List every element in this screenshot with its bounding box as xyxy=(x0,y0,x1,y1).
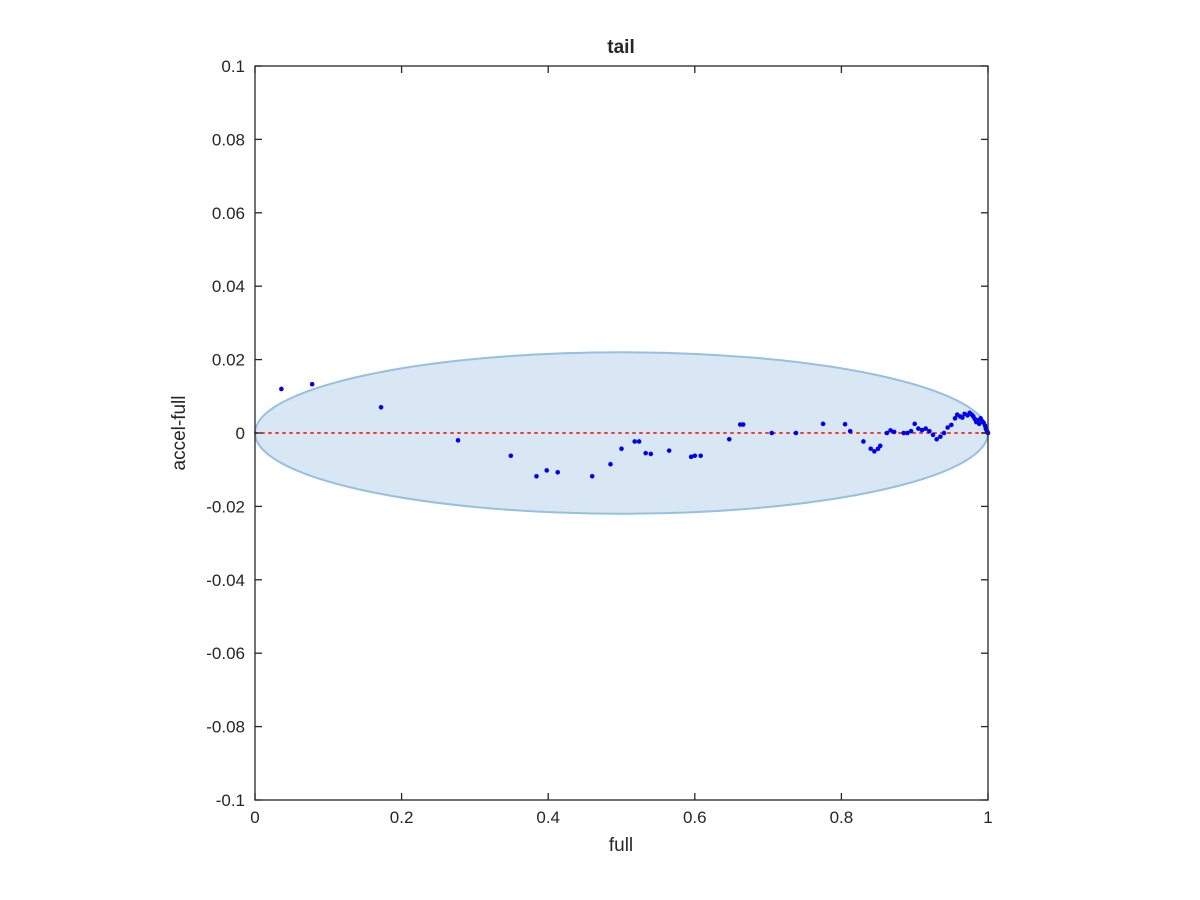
data-point xyxy=(916,426,921,431)
data-point xyxy=(666,448,672,453)
y-tick-label: -0.1 xyxy=(216,791,245,810)
data-point xyxy=(919,427,925,433)
data-point xyxy=(888,428,893,433)
x-tick-label: 1 xyxy=(983,808,992,827)
data-point xyxy=(938,434,943,439)
data-point xyxy=(820,421,826,427)
x-axis-ticks: 0 0.2 0.4 0.6 0.8 1 xyxy=(250,66,993,827)
data-point xyxy=(555,469,561,475)
x-tick-label: 0.8 xyxy=(830,808,854,827)
x-tick-label: 0.4 xyxy=(536,808,560,827)
data-point xyxy=(508,453,514,459)
y-tick-label: -0.02 xyxy=(206,497,245,516)
data-point xyxy=(769,430,775,436)
data-point xyxy=(927,428,932,434)
data-point xyxy=(455,438,461,443)
data-point xyxy=(726,436,732,442)
data-point xyxy=(619,446,624,452)
data-point xyxy=(949,422,954,428)
x-axis-label: full xyxy=(609,835,633,856)
data-point xyxy=(740,422,746,427)
data-point xyxy=(930,432,936,438)
data-point xyxy=(688,454,694,460)
data-point xyxy=(279,386,284,392)
data-point xyxy=(908,428,914,434)
data-point xyxy=(941,430,947,436)
data-point xyxy=(608,461,613,467)
data-point xyxy=(648,451,654,457)
y-tick-label: -0.04 xyxy=(206,571,245,590)
x-tick-label: 0.2 xyxy=(390,808,414,827)
data-point xyxy=(636,439,642,444)
data-point xyxy=(692,453,698,459)
data-point xyxy=(589,474,595,479)
data-point xyxy=(960,415,965,420)
data-point xyxy=(952,416,958,421)
data-point xyxy=(923,426,928,431)
data-point xyxy=(632,439,637,444)
data-point xyxy=(912,421,917,427)
y-tick-label: -0.08 xyxy=(206,718,245,737)
data-point xyxy=(877,443,883,449)
data-point xyxy=(884,430,890,436)
data-point xyxy=(698,453,703,459)
data-point xyxy=(891,429,897,435)
y-tick-label: -0.06 xyxy=(206,644,245,663)
data-point xyxy=(643,450,648,456)
data-point xyxy=(534,474,539,479)
data-point xyxy=(378,405,384,410)
data-point xyxy=(945,425,950,430)
y-axis-ticks: 0.1 0.08 0.06 0.04 0.02 0 -0.02 -0.04 -0.06 -0.08… xyxy=(206,57,988,810)
data-point xyxy=(544,468,550,473)
x-tick-label: 0.6 xyxy=(683,808,707,827)
data-point xyxy=(934,436,939,442)
data-point xyxy=(901,430,907,436)
data-point xyxy=(793,430,799,436)
data-point xyxy=(847,428,853,434)
plot-area xyxy=(254,65,991,801)
y-tick-label: 0.02 xyxy=(212,351,245,370)
y-tick-label: 0 xyxy=(236,424,245,443)
data-point xyxy=(872,449,877,454)
data-point xyxy=(861,439,866,444)
chart-title: tail xyxy=(607,37,634,58)
data-point xyxy=(842,421,848,427)
y-tick-label: 0.04 xyxy=(212,277,245,296)
data-point xyxy=(868,446,874,452)
data-point xyxy=(309,381,315,387)
data-point xyxy=(905,430,910,436)
y-tick-label: 0.06 xyxy=(212,204,245,223)
y-tick-label: 0.1 xyxy=(221,57,245,76)
y-tick-label: 0.08 xyxy=(212,130,245,149)
x-tick-label: 0 xyxy=(250,808,259,827)
y-axis-label: accel-full xyxy=(169,396,190,471)
